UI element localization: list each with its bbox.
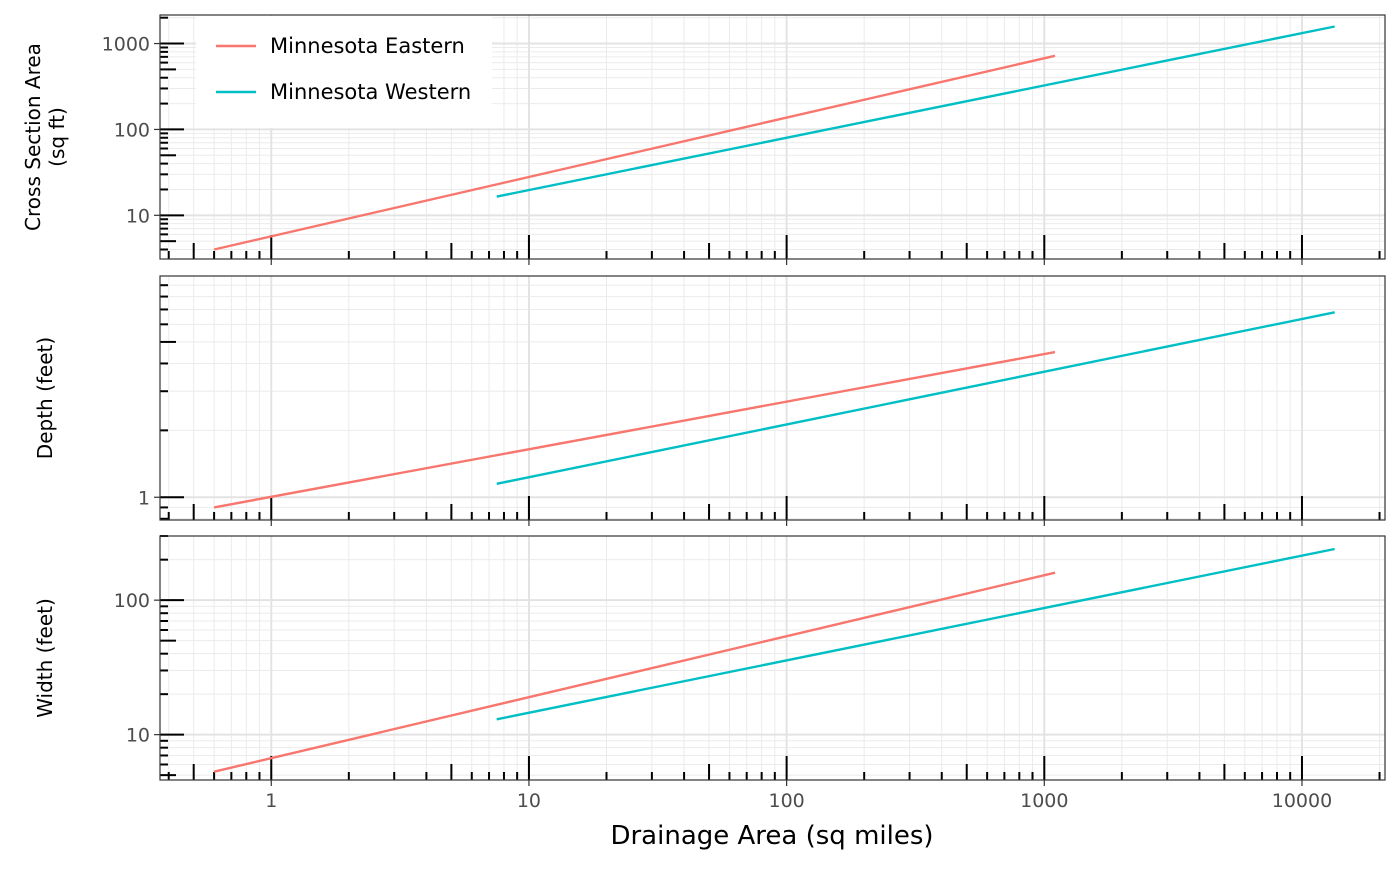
panel-grid (160, 535, 1385, 780)
x-tick-label: 1000 (1020, 790, 1068, 812)
y-tick-label: 10 (126, 725, 150, 747)
series-line-minnesota-eastern (213, 571, 1056, 773)
legend-label: Minnesota Eastern (270, 34, 465, 58)
panel-2: 1 Depth (feet) (33, 275, 1386, 526)
panel-1: 10 100 1000 Cross Section Area (sq ft) (21, 14, 1386, 265)
series-line-minnesota-eastern (213, 54, 1056, 251)
y-axis-title: Width (feet) (33, 598, 57, 718)
y-tick-label: 100 (114, 119, 150, 141)
series-line-minnesota-eastern (213, 350, 1056, 509)
y-tick-label: 100 (114, 590, 150, 612)
x-axis-title: Drainage Area (sq miles) (610, 821, 933, 851)
legend-label: Minnesota Western (270, 80, 471, 104)
y-tick-label: 10 (126, 205, 150, 227)
log-ticks (160, 284, 1381, 520)
log-ticks (160, 535, 1381, 780)
panel-background (160, 536, 1385, 780)
y-axis-title: Cross Section Area (21, 43, 45, 231)
y-tick-label: 1000 (102, 34, 150, 56)
series-line-minnesota-western (496, 547, 1335, 721)
y-axis-title: (sq ft) (45, 107, 69, 167)
panel-border (159, 535, 1386, 781)
x-tick-label: 10 (517, 790, 541, 812)
panel-grid (160, 276, 1385, 520)
log-ticks (160, 16, 1381, 259)
legend: Minnesota Eastern Minnesota Western (196, 16, 492, 128)
series-line-minnesota-western (496, 25, 1335, 198)
panel-border (159, 14, 1386, 260)
y-tick-label: 1 (138, 487, 150, 509)
x-tick-label: 10000 (1272, 790, 1332, 812)
panel-border (159, 275, 1386, 521)
x-tick-label: 1 (265, 790, 277, 812)
series-line-minnesota-western (496, 311, 1335, 485)
panel-3: 10 100 Width (feet) (33, 535, 1386, 786)
x-tick-label: 100 (768, 790, 804, 812)
y-axis-title: Depth (feet) (33, 337, 57, 459)
legend-background (196, 16, 492, 128)
